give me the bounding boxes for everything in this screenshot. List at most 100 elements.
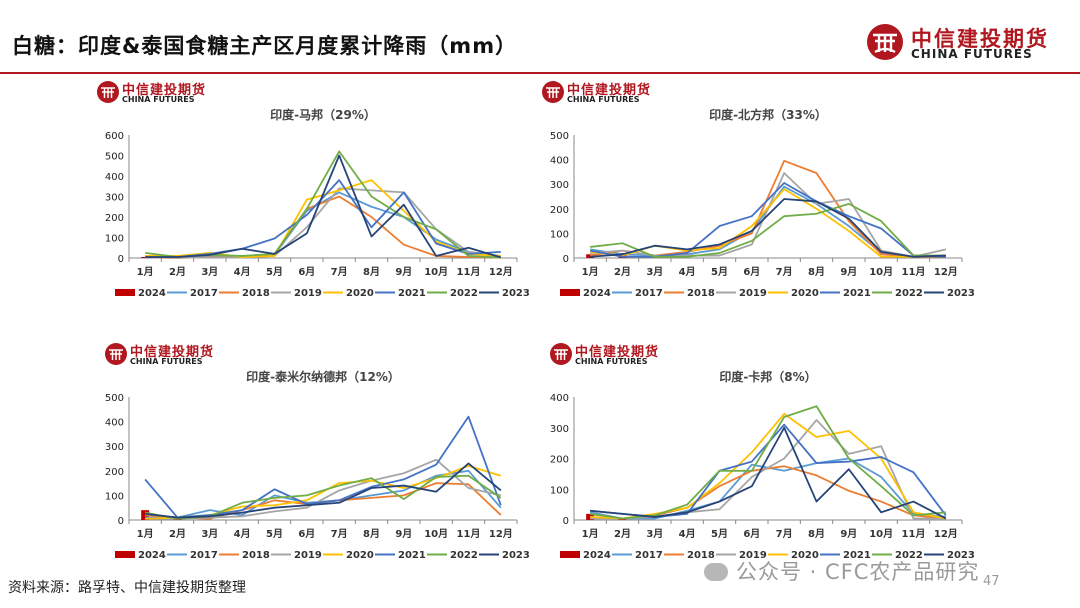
x-tick-label: 4月: [234, 266, 251, 278]
chart-title: 印度-泰米尔纳德邦（12%）: [246, 369, 400, 384]
x-tick-label: 2月: [614, 266, 631, 278]
x-tick-label: 10月: [869, 528, 893, 540]
y-tick-label: 100: [550, 485, 569, 496]
x-tick-label: 12月: [934, 266, 958, 278]
legend-label: 2018: [687, 550, 715, 561]
y-tick-label: 100: [550, 229, 569, 240]
legend-label: 2024: [583, 288, 611, 299]
series-line-2020: [590, 413, 947, 520]
y-tick-label: 400: [550, 393, 569, 404]
legend-label: 2023: [502, 550, 530, 561]
mini-emblem-icon: [550, 343, 572, 365]
title-divider: [0, 72, 1080, 74]
wechat-icon: [704, 563, 728, 581]
panel-logo: 中信建投期货 CHINA FUTURES: [95, 78, 225, 108]
series-line-2022: [590, 202, 946, 258]
x-tick-label: 8月: [808, 528, 825, 540]
legend-label: 2021: [398, 288, 426, 299]
series-line-2019: [145, 458, 502, 520]
panel-logo-en: CHINA FUTURES: [122, 95, 195, 104]
x-tick-label: 10月: [424, 266, 448, 278]
legend-label: 2020: [346, 550, 374, 561]
x-tick-label: 5月: [266, 528, 283, 540]
chart-title: 印度-马邦（29%）: [270, 107, 376, 122]
series-line-2022: [145, 150, 501, 259]
legend-label: 2022: [895, 288, 923, 299]
watermark: 公众号 · CFC农产品研究: [704, 556, 979, 586]
x-tick-label: 8月: [808, 266, 825, 278]
x-tick-label: 4月: [679, 528, 696, 540]
legend-label: 2019: [739, 288, 767, 299]
page-title: 白糖：印度&泰国食糖主产区月度累计降雨（mm）: [12, 34, 518, 58]
x-tick-label: 5月: [266, 266, 283, 278]
brand-logo: 中信建投期货 CHINA FUTURES: [865, 22, 1075, 62]
brand-emblem-icon: [867, 24, 903, 60]
legend-label: 2019: [739, 550, 767, 561]
chart-svg: 印度-马邦（29%） 0 100 200 300 400 500 600 1月 2月 3月 4月 5月 6…: [105, 107, 530, 299]
legend-label: 2020: [791, 550, 819, 561]
chart-panel-karnataka: 印度-卡邦（8%） 0 100 200 300 400 1月 2月 3月 4月 5月 6月 7月 8月 9月…: [540, 340, 1060, 572]
y-tick-label: 500: [105, 152, 124, 163]
page-number: 47: [983, 574, 1000, 589]
panel-logo-en: CHINA FUTURES: [575, 357, 648, 366]
x-tick-label: 10月: [869, 266, 893, 278]
y-tick-label: 600: [105, 131, 124, 142]
series-line-2023: [145, 462, 502, 519]
brand-name-cn: 中信建投期货: [911, 27, 1049, 51]
x-tick-label: 4月: [679, 266, 696, 278]
legend-label: 2017: [635, 550, 663, 561]
series-line-2020: [145, 464, 502, 520]
series-line-2017: [145, 469, 502, 519]
y-tick-label: 300: [105, 193, 124, 204]
series-line-2018: [590, 465, 946, 520]
legend-label: 2021: [843, 550, 871, 561]
panel-logo-cn: 中信建投期货: [575, 345, 660, 360]
y-tick-label: 0: [563, 254, 569, 265]
y-tick-label: 0: [118, 516, 124, 527]
y-tick-label: 200: [550, 455, 569, 466]
brand-name-en: CHINA FUTURES: [911, 47, 1033, 61]
legend-label: 2017: [190, 288, 218, 299]
legend-label: 2021: [843, 288, 871, 299]
x-tick-label: 9月: [395, 266, 412, 278]
panel-logo-en: CHINA FUTURES: [130, 357, 203, 366]
x-tick-label: 1月: [582, 528, 599, 540]
mini-emblem-icon: [105, 343, 127, 365]
legend-label: 2022: [450, 550, 478, 561]
x-tick-label: 2月: [169, 528, 186, 540]
y-tick-label: 0: [118, 254, 124, 265]
panel-logo-en: CHINA FUTURES: [567, 95, 640, 104]
y-tick-label: 200: [550, 205, 569, 216]
y-tick-label: 400: [105, 418, 124, 429]
y-tick-label: 300: [550, 180, 569, 191]
x-tick-label: 3月: [201, 528, 218, 540]
chart-title: 印度-卡邦（8%）: [719, 369, 816, 384]
y-tick-label: 500: [550, 131, 569, 142]
legend-swatch: [115, 289, 135, 296]
chart-svg: 印度-泰米尔纳德邦（12%） 0 100 200 300 400 500 1月 2月 3月 4月 5月…: [105, 369, 530, 561]
x-tick-label: 11月: [902, 528, 926, 540]
series-line-2021: [144, 415, 502, 519]
panel-logo-cn: 中信建投期货: [130, 345, 215, 360]
legend-label: 2019: [294, 288, 322, 299]
legend-label: 2024: [138, 550, 166, 561]
x-tick-label: 9月: [395, 528, 412, 540]
x-tick-label: 6月: [743, 528, 760, 540]
legend-label: 2022: [895, 550, 923, 561]
x-tick-label: 11月: [902, 266, 926, 278]
x-tick-label: 3月: [201, 266, 218, 278]
legend-label: 2017: [190, 550, 218, 561]
y-tick-label: 500: [105, 393, 124, 404]
x-tick-label: 12月: [489, 266, 513, 278]
x-tick-label: 12月: [934, 528, 958, 540]
legend-label: 2023: [947, 288, 975, 299]
x-tick-label: 6月: [298, 266, 315, 278]
x-tick-label: 7月: [776, 266, 793, 278]
panel-logo: 中信建投期货 CHINA FUTURES: [540, 78, 670, 108]
mini-emblem-icon: [542, 81, 564, 103]
chart-svg: 印度-卡邦（8%） 0 100 200 300 400 1月 2月 3月 4月 5月 6月 7月 8月 9月…: [550, 369, 975, 561]
series-line-2020: [145, 179, 501, 258]
legend-label: 2020: [346, 288, 374, 299]
x-tick-label: 1月: [582, 266, 599, 278]
chart-svg: 印度-北方邦（33%） 0 100 200 300 400 500 1月 2月 3月 4月 5月 6月 7…: [550, 107, 975, 299]
